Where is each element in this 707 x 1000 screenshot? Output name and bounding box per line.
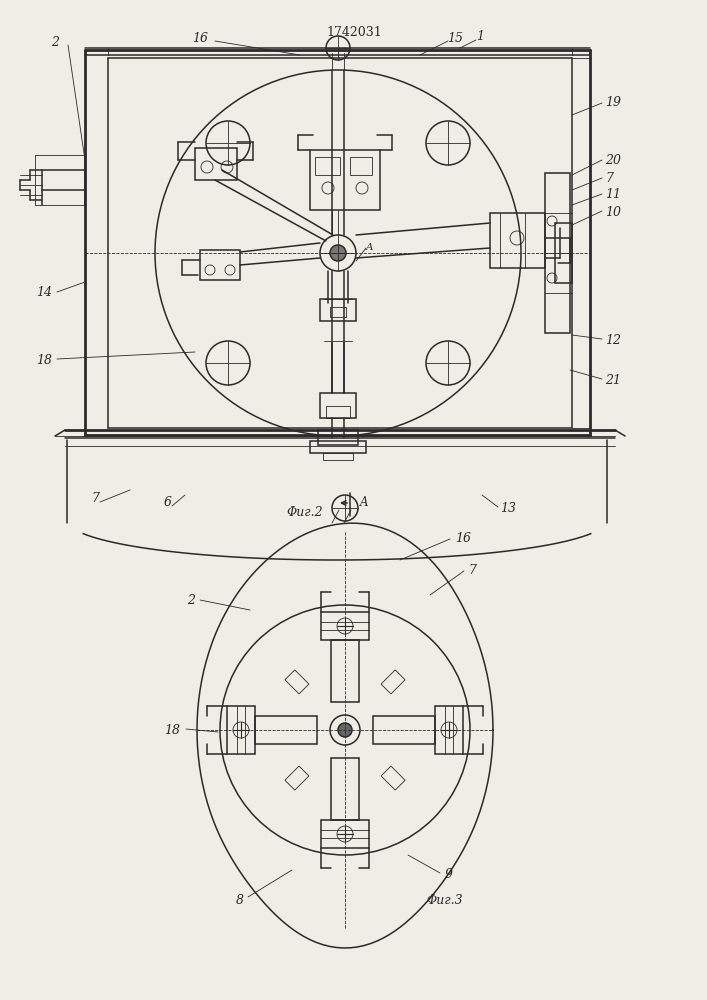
Text: 1742031: 1742031 <box>326 26 382 39</box>
Text: 2: 2 <box>187 593 195 606</box>
Text: 14: 14 <box>36 286 52 298</box>
Text: 7: 7 <box>605 172 613 184</box>
Bar <box>490 213 545 268</box>
Text: 8: 8 <box>236 894 244 906</box>
Text: 7: 7 <box>91 491 99 504</box>
Bar <box>320 299 356 321</box>
Text: 10: 10 <box>605 206 621 219</box>
Bar <box>330 307 346 317</box>
Text: 6: 6 <box>164 496 172 510</box>
Text: 18: 18 <box>36 354 52 366</box>
Text: 7: 7 <box>468 564 476 576</box>
Text: 13: 13 <box>500 502 516 514</box>
Bar <box>350 157 372 175</box>
Text: 2: 2 <box>51 35 59 48</box>
Bar <box>323 453 353 460</box>
Bar <box>318 430 358 445</box>
Text: Φиг.2: Φиг.2 <box>286 506 323 520</box>
Bar <box>195 148 237 180</box>
Bar <box>545 173 570 333</box>
Circle shape <box>330 245 346 261</box>
Bar <box>326 406 350 418</box>
Text: 15: 15 <box>447 31 463 44</box>
Text: A: A <box>360 495 368 508</box>
Bar <box>320 393 356 418</box>
Text: 19: 19 <box>605 96 621 108</box>
Text: 20: 20 <box>605 153 621 166</box>
Circle shape <box>338 723 352 737</box>
Bar <box>555 223 572 283</box>
Text: Φиг.3: Φиг.3 <box>427 894 463 906</box>
Text: 11: 11 <box>605 188 621 202</box>
Text: 1: 1 <box>476 30 484 43</box>
Bar <box>200 250 240 280</box>
Bar <box>315 157 340 175</box>
Text: 18: 18 <box>164 724 180 736</box>
Bar <box>310 150 380 210</box>
Text: A: A <box>366 243 374 252</box>
Text: 21: 21 <box>605 373 621 386</box>
Text: 9: 9 <box>445 868 453 882</box>
Text: 16: 16 <box>455 532 471 544</box>
Text: 16: 16 <box>192 31 208 44</box>
Text: 12: 12 <box>605 334 621 347</box>
Bar <box>310 441 366 453</box>
